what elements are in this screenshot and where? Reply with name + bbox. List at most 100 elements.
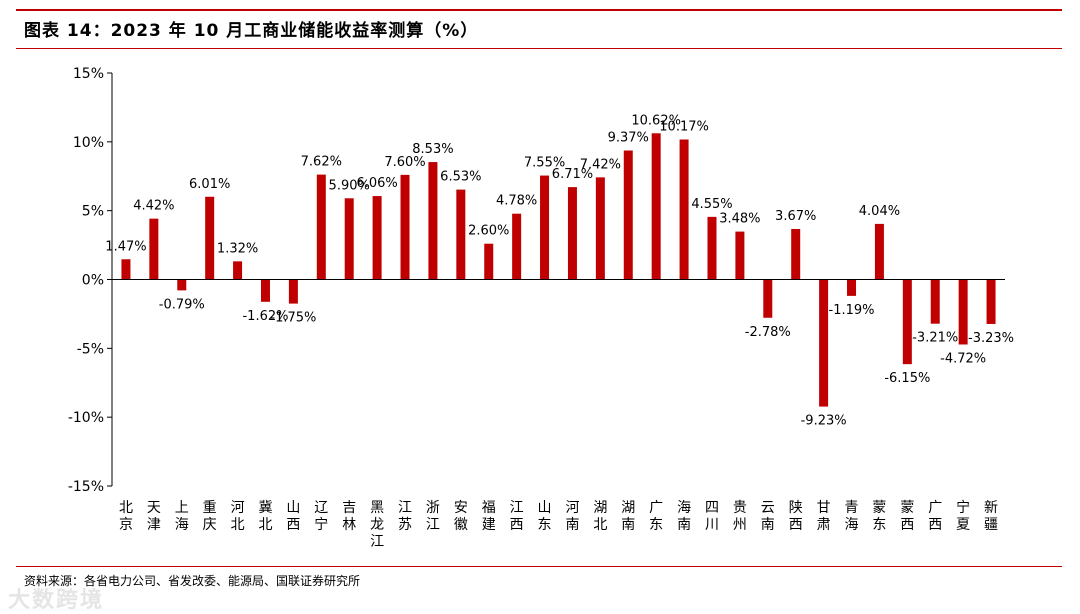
category-label-8: 辽宁 [314, 500, 328, 533]
bar-30 [930, 279, 940, 324]
y-axis: 15% 10% 5% 0% -5% -10% -15% [68, 66, 113, 495]
data-label-7: -1.75% [270, 311, 316, 326]
data-label-25: 3.67% [775, 209, 816, 224]
bar-1 [121, 259, 131, 280]
category-label-11: 江苏 [398, 500, 412, 533]
data-label-21: 10.17% [659, 119, 709, 134]
category-label-13: 安徽 [454, 500, 468, 533]
category-label-26: 甘肃 [817, 500, 831, 533]
data-labels: 1.47% 4.42% -0.79% 6.01% 1.32% -1.62%-1.75% 7.… [105, 113, 1014, 428]
data-label-19: 9.37% [608, 131, 649, 146]
bar-28 [874, 223, 884, 280]
bar-20 [651, 133, 661, 280]
category-label-24: 云南 [761, 500, 775, 533]
category-label-23: 贵州 [733, 500, 747, 533]
bar-14 [484, 243, 494, 280]
data-label-24: -2.78% [745, 325, 791, 340]
bar-11 [400, 174, 410, 280]
category-label-22: 四川 [705, 500, 719, 533]
top-rule [16, 9, 1062, 11]
y-tick-label: -10% [68, 410, 104, 426]
category-label-32: 新疆 [984, 500, 998, 533]
data-label-22: 4.55% [691, 197, 732, 212]
data-label-4: 6.01% [189, 177, 230, 192]
category-label-28: 蒙东 [872, 500, 886, 533]
y-tick-label: -15% [68, 479, 104, 495]
x-axis: 北京天津上海重庆河北冀北山西辽宁吉林黑龙江江苏浙江安徽福建江西山东河南湖北湖南广… [112, 279, 1005, 550]
figure-title: 图表 14：2023 年 10 月工商业储能收益率测算（%） [24, 21, 479, 41]
bar-23 [735, 231, 745, 280]
bar-chart: 15% 10% 5% 0% -5% -10% -15% 1.47% 4.42% -0.79% 6.… [68, 66, 1014, 550]
category-label-16: 山东 [538, 500, 552, 533]
data-label-29: -6.15% [884, 371, 930, 386]
category-label-5: 河北 [231, 500, 245, 533]
category-label-25: 陕西 [789, 500, 803, 533]
bar-18 [595, 177, 605, 280]
category-label-2: 天津 [147, 500, 161, 533]
bar-19 [623, 150, 633, 280]
data-label-1: 1.47% [105, 239, 146, 254]
data-label-23: 3.48% [719, 212, 760, 227]
category-label-14: 福建 [482, 500, 496, 533]
bar-4 [205, 196, 215, 280]
category-label-19: 湖南 [621, 500, 635, 533]
bar-21 [679, 139, 689, 280]
data-label-32: -3.23% [968, 331, 1014, 346]
bar-3 [177, 279, 187, 291]
data-label-6: -1.62% [242, 309, 288, 324]
category-label-10: 黑龙江 [370, 500, 384, 550]
category-label-17: 河南 [565, 500, 579, 533]
data-label-26: -9.23% [801, 414, 847, 429]
bar-25 [791, 228, 801, 280]
data-label-27: -1.19% [829, 303, 875, 318]
bar-29 [902, 279, 912, 365]
bar-17 [567, 187, 577, 280]
bar-27 [847, 279, 857, 296]
data-label-16: 7.55% [524, 156, 565, 171]
category-label-30: 广西 [928, 500, 942, 533]
category-label-9: 吉林 [342, 500, 356, 533]
bar-31 [958, 279, 968, 345]
data-label-30: -3.21% [912, 331, 958, 346]
bar-6 [260, 279, 270, 302]
bottom-rule [16, 566, 1062, 567]
category-label-12: 浙江 [426, 500, 440, 533]
bar-24 [763, 279, 773, 318]
category-label-1: 北京 [119, 500, 133, 533]
data-label-18: 7.42% [580, 157, 621, 172]
data-label-9: 5.90% [329, 178, 370, 193]
data-label-5: 1.32% [217, 241, 258, 256]
category-label-27: 青海 [845, 500, 859, 533]
source-note: 资料来源：各省电力公司、省发改委、能源局、国联证券研究所 [24, 574, 361, 588]
data-label-2: 4.42% [133, 199, 174, 214]
bars [121, 133, 996, 407]
data-label-14: 2.60% [468, 224, 509, 239]
data-label-13: 6.53% [440, 170, 481, 185]
y-tick-label: 0% [82, 273, 104, 289]
bar-22 [707, 216, 717, 280]
category-label-18: 湖北 [593, 500, 607, 533]
category-label-6: 冀北 [258, 500, 272, 533]
bar-12 [428, 162, 438, 280]
data-label-17: 6.71% [552, 167, 593, 182]
data-label-3: -0.79% [159, 297, 205, 312]
bar-15 [512, 213, 522, 280]
data-label-31: -4.72% [940, 351, 986, 366]
y-tick-label: 15% [73, 66, 104, 82]
category-label-21: 海南 [677, 500, 691, 533]
data-label-11: 7.60% [384, 155, 425, 170]
bar-10 [372, 196, 382, 280]
data-label-12: 8.53% [412, 142, 453, 157]
bar-2 [149, 218, 159, 280]
category-label-15: 江西 [510, 500, 524, 533]
title-rule [16, 48, 1062, 49]
data-label-10: 6.06% [356, 176, 397, 191]
bar-9 [344, 198, 354, 280]
watermark: 大数跨境 [8, 588, 105, 613]
y-tick-label: -5% [77, 341, 104, 357]
bar-7 [288, 279, 298, 304]
data-label-28: 4.04% [859, 204, 900, 219]
bar-26 [819, 279, 829, 407]
bar-13 [456, 189, 466, 280]
bar-5 [233, 261, 243, 280]
